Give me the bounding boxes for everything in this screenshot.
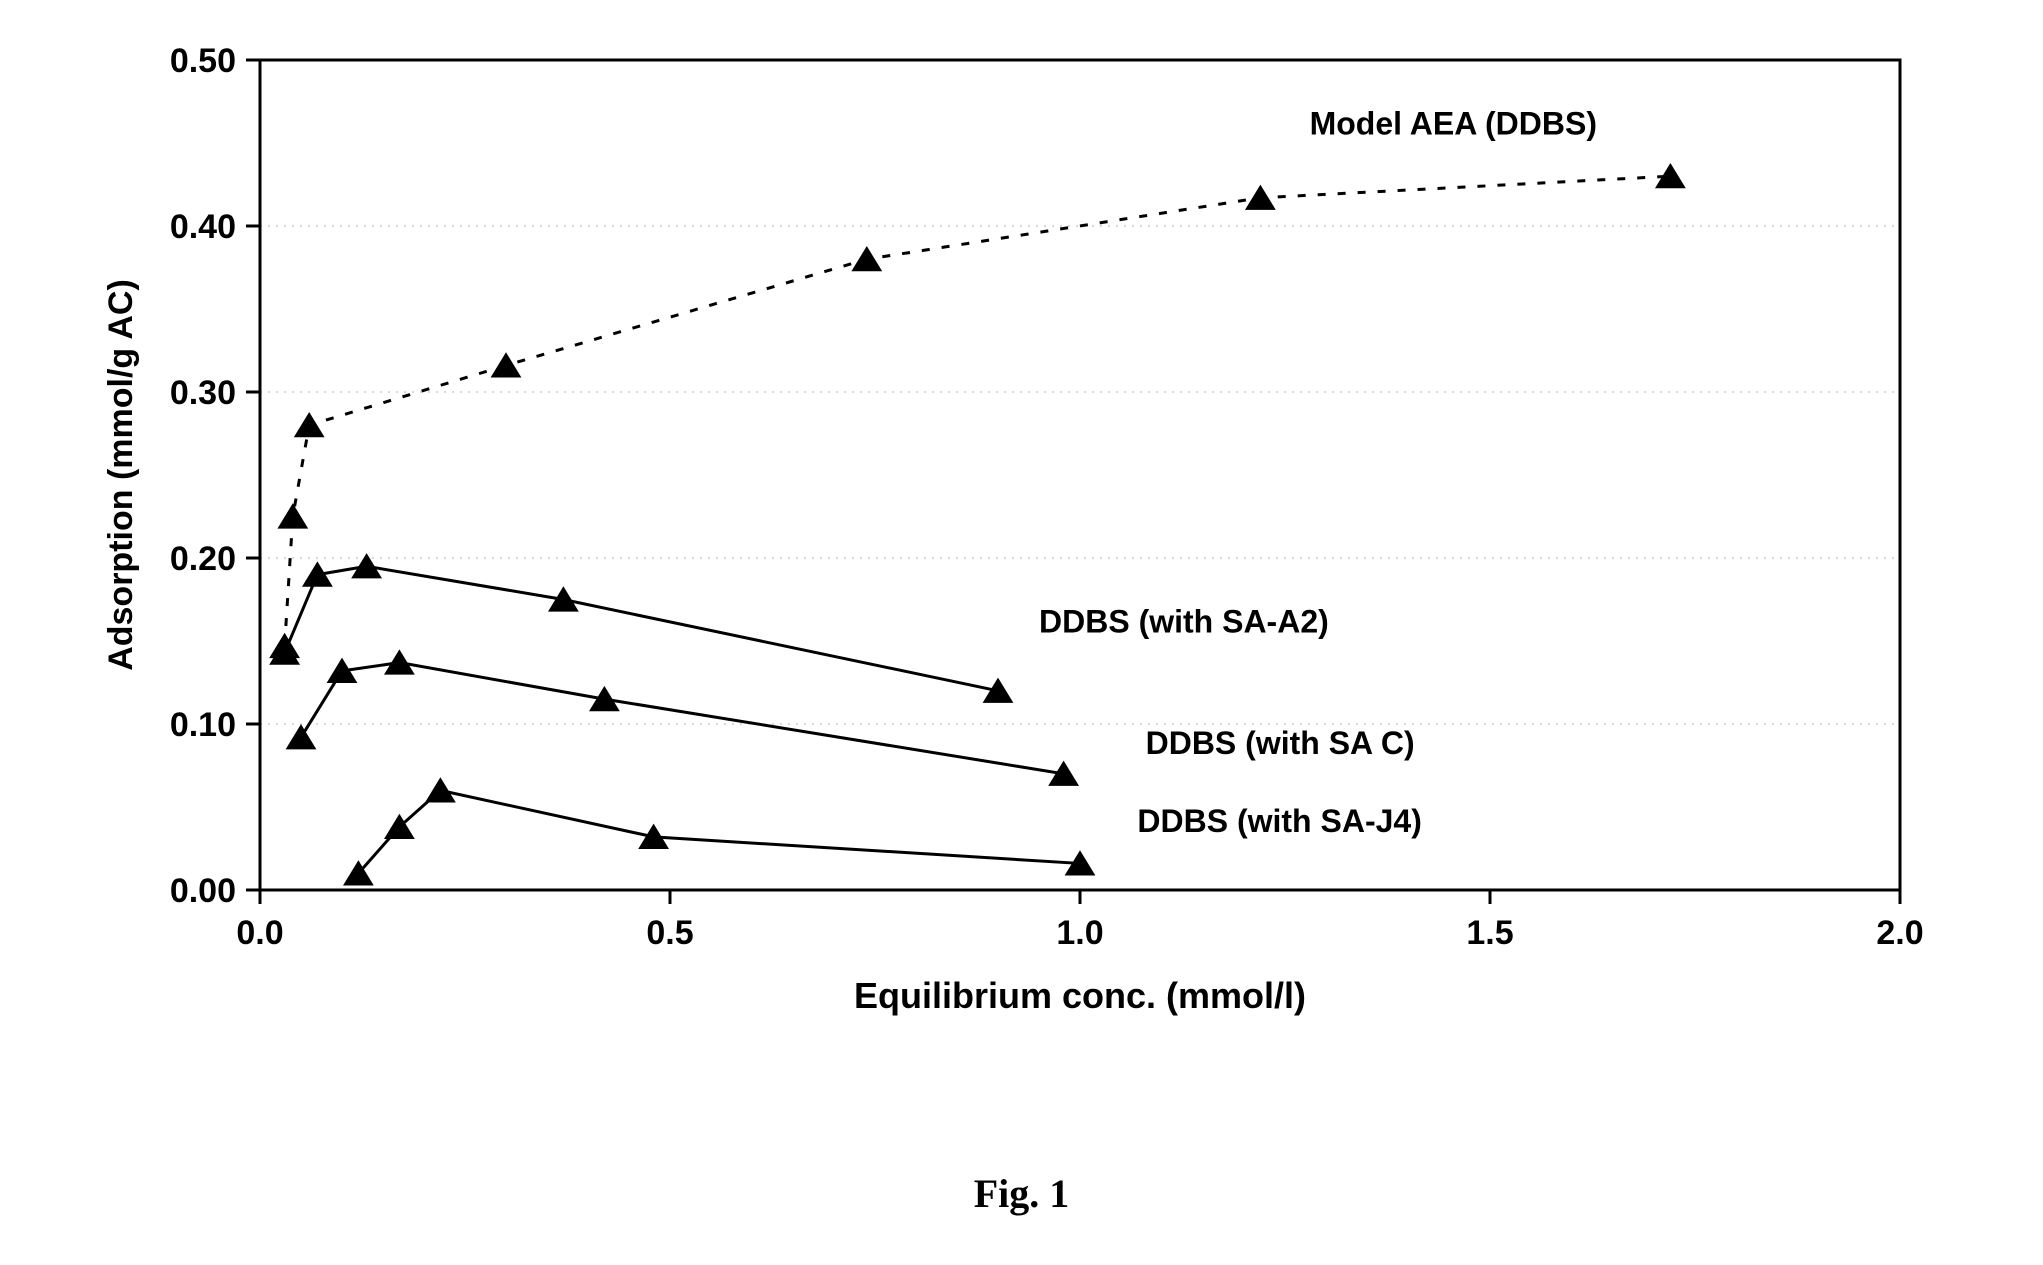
chart-container: 0.0 0.5 1.0 1.5 2.0 0.00 0.10 0.20 0.30 0.40 0.50 E… <box>100 40 1943 1120</box>
chart-bg <box>100 40 1943 1120</box>
x-tick-label: 2.0 <box>1876 914 1923 952</box>
x-tick-label: 0.0 <box>236 914 283 952</box>
x-tick-label: 0.5 <box>646 914 693 952</box>
y-tick-label: 0.10 <box>170 706 236 744</box>
y-tick-label: 0.50 <box>170 42 236 80</box>
series-label: DDBS (with SA-J4) <box>1137 803 1421 839</box>
chart-svg: 0.0 0.5 1.0 1.5 2.0 0.00 0.10 0.20 0.30 0.40 0.50 E… <box>100 40 1943 1120</box>
y-tick-label: 0.30 <box>170 374 236 412</box>
y-axis-label: Adsorption (mmol/g AC) <box>102 279 140 671</box>
x-tick-label: 1.5 <box>1466 914 1513 952</box>
y-tick-label: 0.20 <box>170 540 236 578</box>
series-label: DDBS (with SA C) <box>1146 725 1415 761</box>
series-label: Model AEA (DDBS) <box>1310 106 1597 142</box>
y-tick-label: 0.40 <box>170 208 236 246</box>
page: 0.0 0.5 1.0 1.5 2.0 0.00 0.10 0.20 0.30 0.40 0.50 E… <box>0 0 2043 1265</box>
figure-caption: Fig. 1 <box>0 1170 2043 1217</box>
y-tick-label: 0.00 <box>170 872 236 910</box>
x-tick-label: 1.0 <box>1056 914 1103 952</box>
x-axis-label: Equilibrium conc. (mmol/l) <box>854 975 1306 1016</box>
series-label: DDBS (with SA-A2) <box>1039 604 1329 640</box>
